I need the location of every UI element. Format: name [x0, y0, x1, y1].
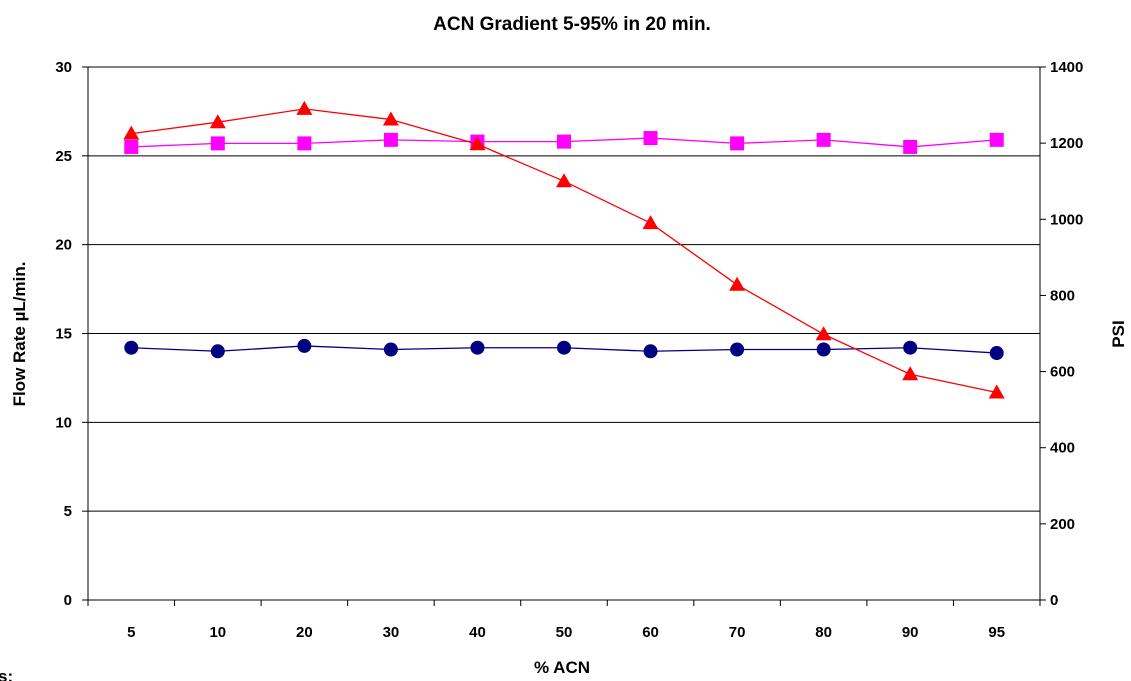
y-tick-label-right: 200	[1050, 516, 1075, 533]
series-triangle	[123, 100, 1005, 399]
data-point	[729, 276, 746, 291]
data-point	[383, 132, 398, 147]
data-point	[903, 340, 918, 355]
data-point	[730, 342, 745, 357]
series-circle	[124, 338, 1004, 361]
y-tick-label-right: 600	[1050, 364, 1075, 381]
data-point	[730, 136, 745, 151]
data-point	[382, 111, 399, 126]
chart-title: ACN Gradient 5-95% in 20 min.	[433, 14, 711, 35]
y-tick-label-right: 800	[1050, 287, 1075, 304]
series-square	[124, 131, 1004, 154]
data-point	[470, 340, 485, 355]
y-tick-label-right: 0	[1050, 592, 1058, 609]
x-tick-label: 70	[729, 624, 746, 641]
data-point	[123, 125, 140, 140]
x-tick-label: 30	[383, 624, 400, 641]
y-tick-label-left: 15	[55, 326, 72, 343]
x-tick-label: 95	[988, 624, 1005, 641]
y-tick-label-right: 1400	[1050, 59, 1083, 76]
data-point	[209, 114, 226, 129]
data-point	[989, 132, 1004, 147]
data-point	[988, 384, 1005, 399]
y-tick-label-left: 30	[55, 59, 72, 76]
data-point	[903, 139, 918, 154]
x-tick-label: 40	[469, 624, 486, 641]
x-tick-label: 90	[902, 624, 919, 641]
y-axis-label-left: Flow Rate µL/min.	[10, 262, 29, 407]
axes	[82, 66, 1046, 606]
data-point	[210, 136, 225, 151]
data-point	[383, 342, 398, 357]
y-tick-label-left: 10	[55, 414, 72, 431]
y-tick-label-right: 1200	[1050, 135, 1083, 152]
y-tick-label-right: 1000	[1050, 211, 1083, 228]
data-point	[643, 131, 658, 146]
y-tick-label-left: 25	[55, 148, 72, 165]
x-tick-label: 80	[815, 624, 832, 641]
data-point	[469, 136, 486, 151]
data-point	[816, 342, 831, 357]
data-point	[296, 100, 313, 115]
grid-lines	[88, 66, 1040, 512]
data-point	[643, 344, 658, 359]
data-point	[297, 338, 312, 353]
y-tick-label-left: 5	[64, 503, 72, 520]
x-tick-label: 5	[127, 624, 135, 641]
partial-legend-heading: s:	[0, 667, 13, 681]
data-point	[556, 173, 572, 188]
data-series	[123, 100, 1005, 399]
data-point	[642, 215, 659, 230]
data-point	[124, 340, 139, 355]
x-tick-label: 60	[642, 624, 659, 641]
data-point	[124, 139, 139, 154]
y-tick-label-right: 400	[1050, 440, 1075, 457]
y-axis-label-right: PSI	[1109, 320, 1128, 347]
data-point	[210, 344, 225, 359]
y-tick-label-left: 20	[55, 237, 72, 254]
data-point	[557, 340, 571, 355]
data-point	[989, 346, 1004, 361]
data-point	[297, 136, 312, 151]
tick-labels: 0 5 10 15 20 25 30 0 200 400 600 800 1000 1200 1400 5 10…	[55, 59, 1083, 641]
y-tick-label-left: 0	[64, 592, 72, 609]
data-point	[557, 134, 571, 149]
x-tick-label: 50	[556, 624, 573, 641]
x-tick-label: 20	[296, 624, 313, 641]
x-axis-label: % ACN	[534, 658, 590, 677]
data-point	[816, 132, 831, 147]
data-point	[902, 366, 919, 381]
data-point	[815, 326, 832, 341]
x-tick-label: 10	[209, 624, 226, 641]
